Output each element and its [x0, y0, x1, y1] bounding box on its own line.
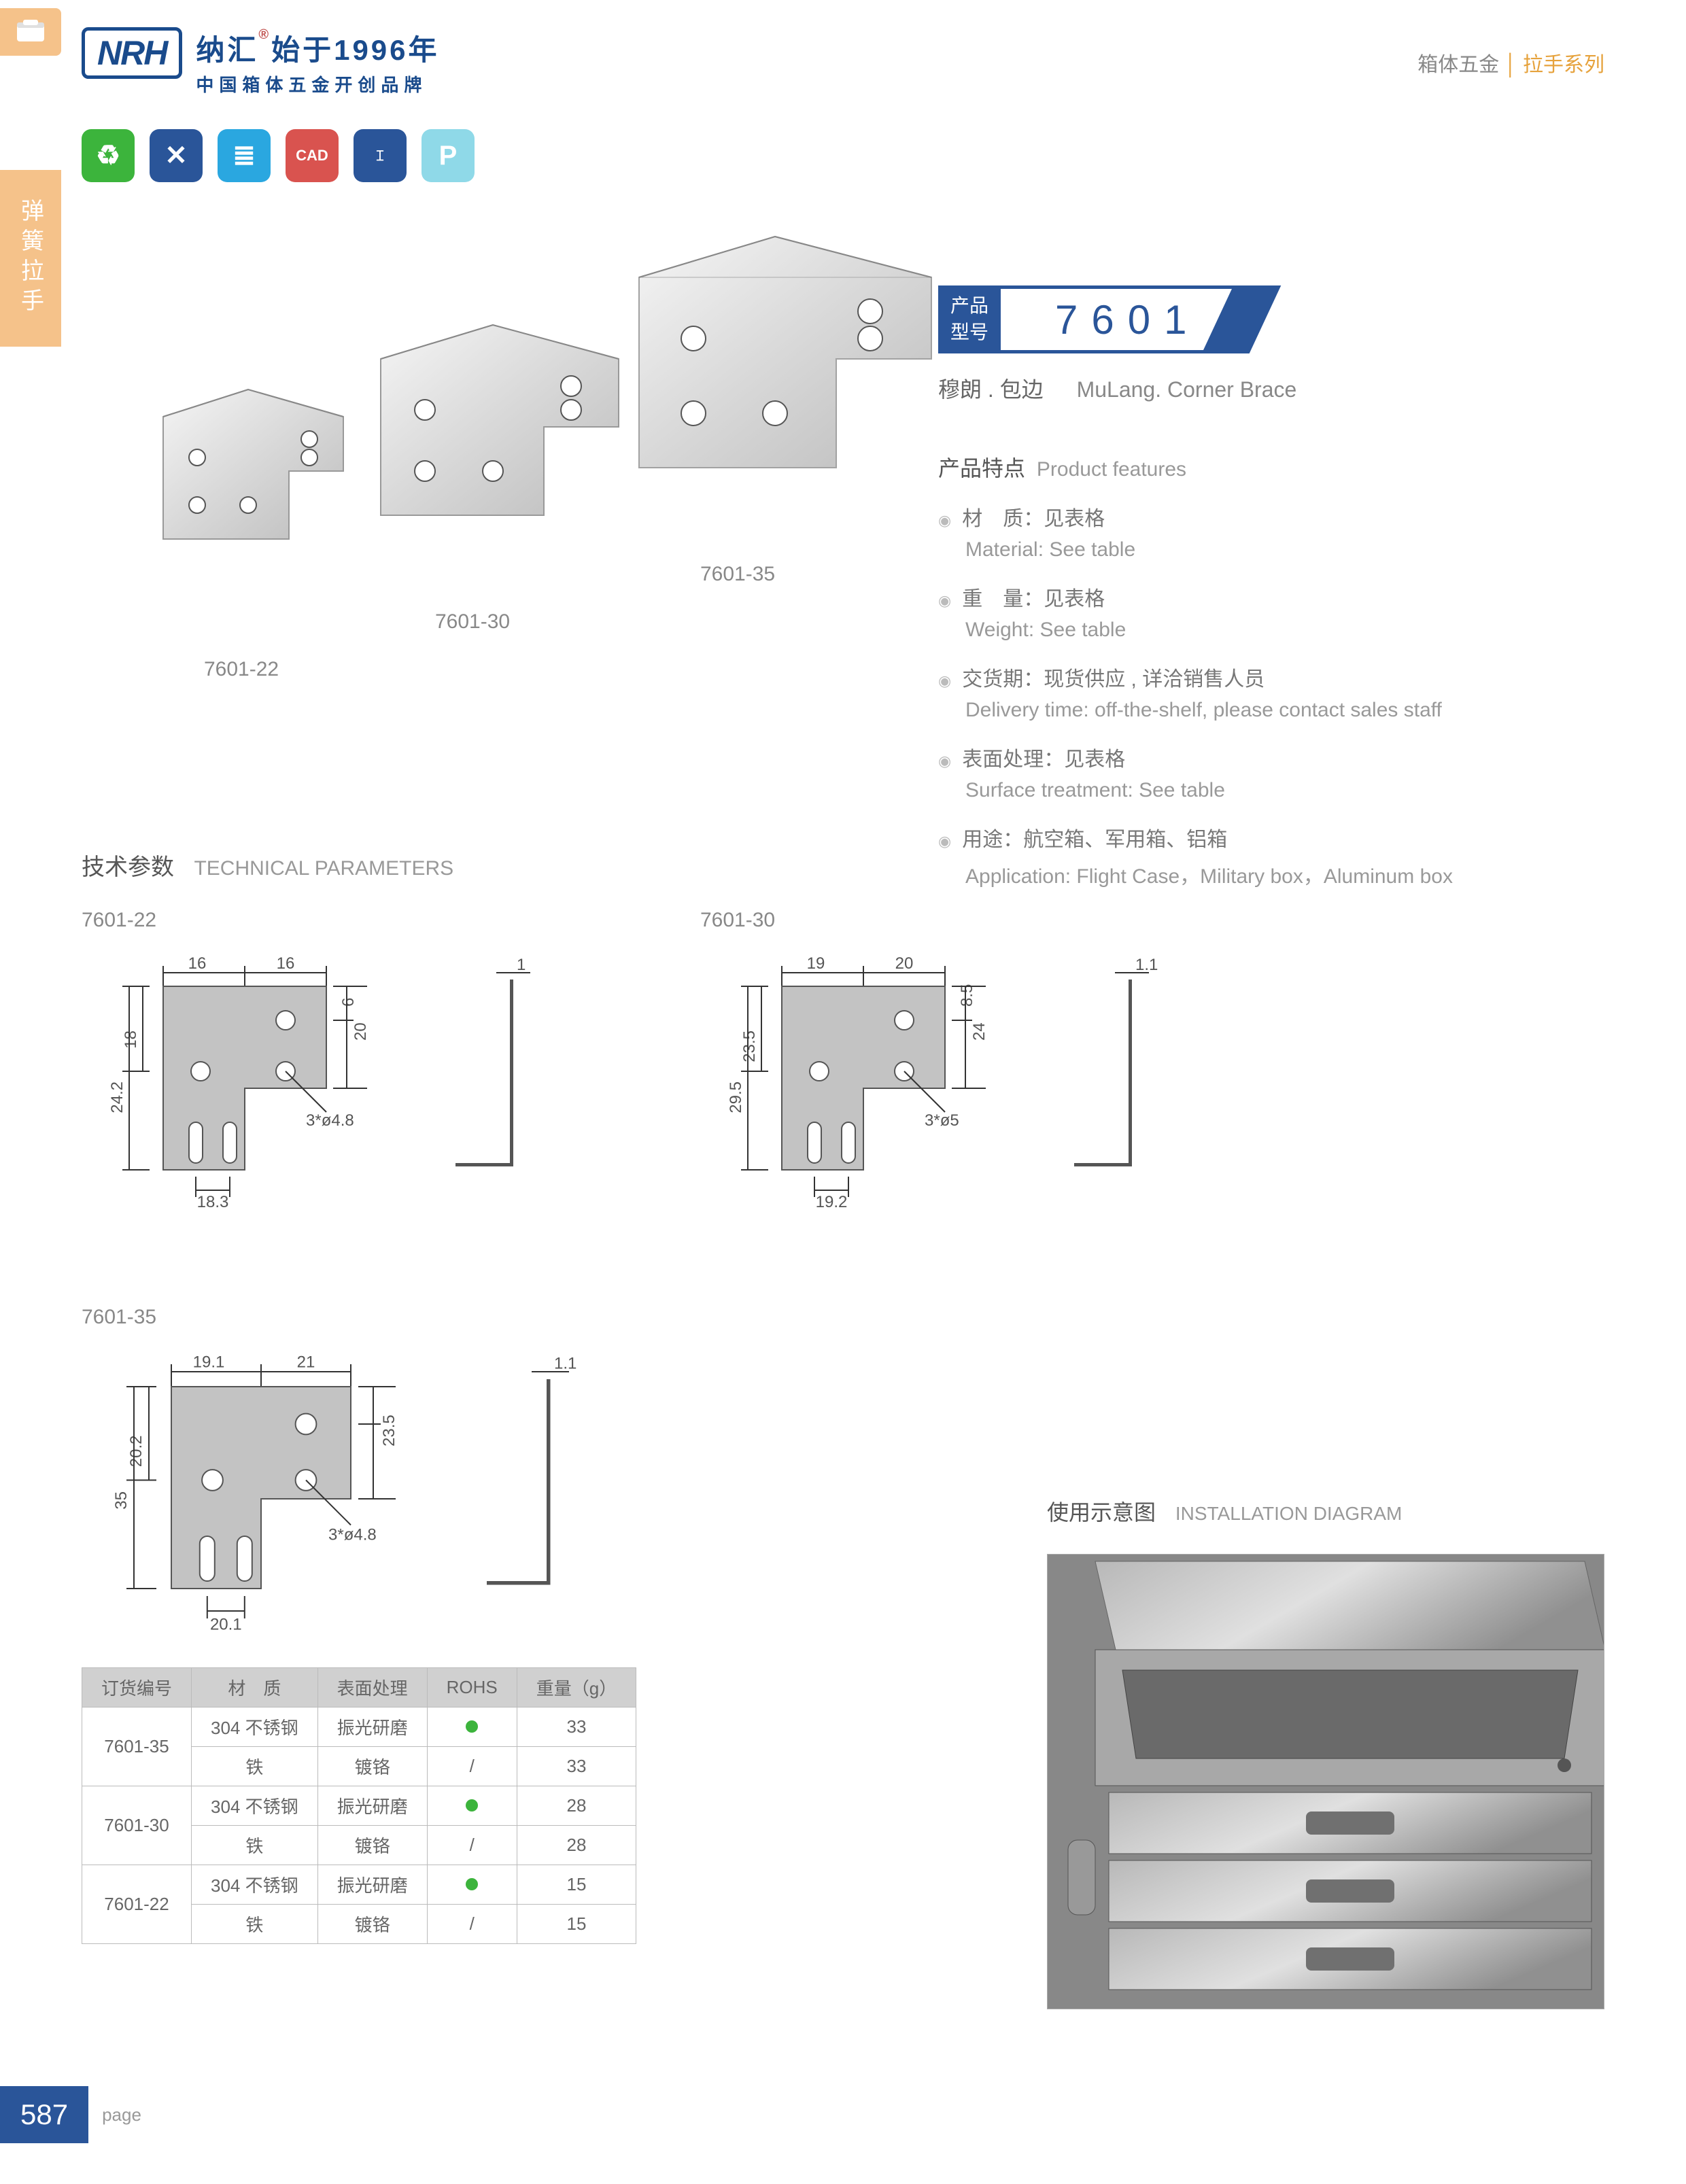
table-row: 7601-35 304 不锈钢振光研磨33: [82, 1708, 636, 1747]
brand-name: 纳汇®始于1996年: [196, 27, 439, 69]
svg-text:20.1: 20.1: [210, 1616, 242, 1634]
feature-item: 交货期：现货供应 , 详洽销售人员Delivery time: off-the-…: [938, 662, 1604, 722]
svg-text:3*ø5: 3*ø5: [925, 1111, 959, 1130]
svg-text:18: 18: [122, 1030, 140, 1049]
svg-text:23.5: 23.5: [740, 1030, 759, 1062]
front-view: 19 20 23.5 29.5 8.5: [700, 952, 999, 1211]
spec-table: 订货编号材 质表面处理ROHS重量（g） 7601-35 304 不锈钢振光研磨…: [82, 1667, 636, 1944]
installation-block: 使用示意图 INSTALLATION DIAGRAM: [1047, 1495, 1604, 2009]
svg-text:6: 6: [339, 998, 358, 1007]
feature-item: 材 质：见表格Material: See table: [938, 502, 1604, 561]
spring-icon: ≣: [218, 129, 271, 182]
screw-icon: 𝙸: [354, 129, 407, 182]
svg-text:21: 21: [297, 1353, 315, 1371]
svg-text:20: 20: [895, 954, 914, 973]
logo: NRH: [82, 27, 182, 79]
cad-icon: CAD: [286, 129, 339, 182]
svg-text:18.3: 18.3: [197, 1193, 229, 1211]
svg-text:19: 19: [807, 954, 825, 973]
side-category-tab: 弹簧拉手: [0, 170, 61, 347]
diagram-7601-22: 7601-22 16 16 18 24.: [82, 909, 564, 1211]
side-view: 1.1: [472, 1349, 606, 1633]
svg-text:35: 35: [112, 1491, 131, 1510]
features-title-en: Product features: [1037, 458, 1186, 481]
table-header: 重量（g）: [517, 1668, 636, 1708]
tech-title-cn: 技术参数: [82, 854, 174, 880]
header-category: 箱体五金│拉手系列: [1417, 48, 1604, 77]
svg-text:20.2: 20.2: [127, 1436, 145, 1468]
feature-item: 用途：航空箱、军用箱、铝箱Application: Flight Case，Mi…: [938, 822, 1604, 889]
svg-text:19.2: 19.2: [816, 1193, 848, 1211]
product-label-med: 7601-30: [435, 610, 510, 634]
model-number: 7601: [1001, 285, 1241, 353]
svg-text:23.5: 23.5: [380, 1415, 398, 1446]
page-header: NRH 纳汇®始于1996年 中国箱体五金开创品牌 箱体五金│拉手系列: [82, 27, 1604, 102]
table-row: 7601-22 304 不锈钢振光研磨15: [82, 1865, 636, 1905]
product-label-small: 7601-22: [204, 658, 279, 681]
product-image-med: [347, 311, 639, 604]
svg-text:19.1: 19.1: [193, 1353, 225, 1371]
svg-text:20: 20: [351, 1022, 370, 1041]
page-number: 587: [0, 2086, 88, 2143]
product-label-large: 7601-35: [700, 563, 775, 586]
model-info: 产品型号 7601 穆朗 . 包边 MuLang. Corner Brace 产…: [938, 285, 1604, 909]
model-name-cn: 穆朗 . 包边: [938, 377, 1044, 402]
svg-text:24.2: 24.2: [108, 1081, 126, 1113]
side-view: 1: [442, 952, 564, 1211]
svg-text:1.1: 1.1: [1135, 956, 1158, 974]
svg-text:29.5: 29.5: [727, 1081, 745, 1113]
svg-text:24: 24: [970, 1022, 988, 1041]
tools-icon: ✕: [150, 129, 203, 182]
side-view: 1.1: [1061, 952, 1183, 1211]
svg-text:16: 16: [188, 954, 207, 973]
svg-text:16: 16: [277, 954, 295, 973]
installation-photo: [1047, 1554, 1604, 2009]
features-list: 材 质：见表格Material: See table 重 量：见表格Weight:…: [938, 502, 1604, 889]
front-view: 19.1 21 20.2 35: [82, 1349, 411, 1633]
product-image-small: [136, 379, 360, 604]
table-header: 材 质: [192, 1668, 318, 1708]
page-label: page: [102, 2104, 141, 2126]
svg-text:3*ø4.8: 3*ø4.8: [328, 1526, 377, 1544]
svg-text:3*ø4.8: 3*ø4.8: [306, 1111, 354, 1130]
feature-item: 表面处理：见表格Surface treatment: See table: [938, 742, 1604, 802]
features-title-cn: 产品特点: [938, 456, 1025, 481]
product-image-large: [598, 223, 952, 576]
eco-icon: ♻: [82, 129, 135, 182]
brand-sub: 中国箱体五金开创品牌: [196, 71, 439, 97]
model-label: 产品型号: [938, 285, 1001, 353]
front-view: 16 16 18 24.2 6: [82, 952, 381, 1211]
feature-item: 重 量：见表格Weight: See table: [938, 582, 1604, 642]
svg-text:1: 1: [517, 956, 526, 974]
diagram-7601-30: 7601-30 19 20 23.5 2: [700, 909, 1183, 1211]
tech-title-en: TECHNICAL PARAMETERS: [194, 857, 453, 880]
feature-icon-row: ♻ ✕ ≣ CAD 𝙸P: [82, 129, 1604, 182]
table-header: 表面处理: [317, 1668, 427, 1708]
table-header: 订货编号: [82, 1668, 192, 1708]
install-title-en: INSTALLATION DIAGRAM: [1175, 1503, 1402, 1524]
page-footer: 587 page: [0, 2086, 141, 2143]
svg-text:8.5: 8.5: [958, 984, 976, 1007]
table-row: 7601-30 304 不锈钢振光研磨28: [82, 1786, 636, 1826]
install-title-cn: 使用示意图: [1047, 1500, 1156, 1525]
table-header: ROHS: [427, 1668, 517, 1708]
model-name-en: MuLang. Corner Brace: [1077, 377, 1297, 402]
p-icon: P: [422, 129, 475, 182]
svg-text:1.1: 1.1: [554, 1355, 577, 1373]
